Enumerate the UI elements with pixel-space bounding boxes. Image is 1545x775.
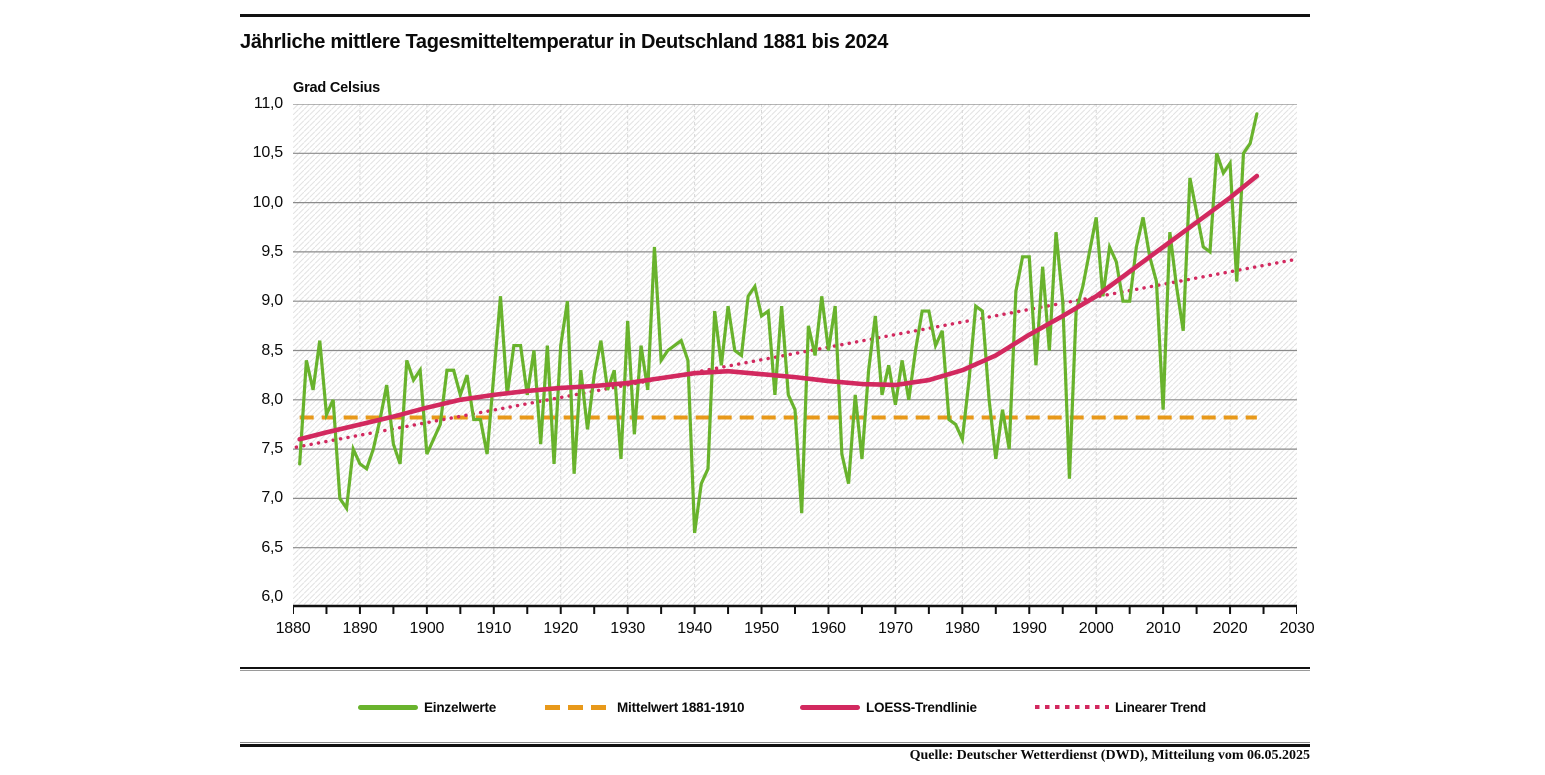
- x-tick-label-2030: 2030: [1279, 620, 1315, 637]
- x-tick-label-1950: 1950: [744, 620, 779, 637]
- top-rule: [240, 14, 1310, 17]
- y-axis-title: Grad Celsius: [293, 80, 381, 96]
- orange-dashed-swatch-icon: [545, 704, 611, 710]
- bottom-rule-shadow: [240, 742, 1310, 743]
- x-tick-label-1960: 1960: [811, 620, 846, 637]
- legend-item-mittelwert: Mittelwert 1881-1910: [545, 698, 745, 716]
- x-tick-label-1880: 1880: [275, 620, 311, 637]
- x-tick-label-1980: 1980: [944, 620, 980, 637]
- pink-line-swatch-icon: [800, 704, 860, 710]
- x-tick-label-1990: 1990: [1011, 620, 1047, 637]
- green-line-swatch-icon: [358, 704, 418, 710]
- bottom-rule: [240, 744, 1310, 747]
- y-tick-label-11,0: 11,0: [253, 95, 283, 112]
- chart-canvas: [293, 104, 1297, 614]
- loess-trend-line: [297, 173, 1260, 442]
- hatch-background: [293, 104, 1297, 605]
- y-tick-label-10,0: 10,0: [252, 193, 284, 211]
- y-tick-label-6,5: 6,5: [261, 538, 283, 556]
- plot-area: 6,0 6,5 7,0 7,5 8,0 8,5 9,0 9,5 10,0 10,5 11,0 188…: [253, 95, 1315, 637]
- y-tick-label-10,5: 10,5: [252, 144, 284, 162]
- x-tick-label-1940: 1940: [677, 620, 712, 637]
- y-tick-label-7,0: 7,0: [261, 489, 283, 507]
- x-tick-label-2010: 2010: [1145, 620, 1181, 637]
- x-tick-label-1930: 1930: [610, 620, 646, 637]
- legend-item-einzelwerte: Einzelwerte: [358, 698, 496, 716]
- x-tick-label-1970: 1970: [877, 620, 913, 637]
- x-tick-label-1890: 1890: [342, 620, 378, 637]
- y-tick-label-6,0: 6,0: [261, 588, 283, 605]
- x-tick-label-2020: 2020: [1212, 620, 1248, 637]
- legend-label: Einzelwerte: [424, 699, 497, 715]
- source-credit: Quelle: Deutscher Wetterdienst (DWD), Mi…: [909, 748, 1310, 763]
- einzelwerte-line: [298, 112, 1259, 534]
- page-title: Jährliche mittlere Tagesmitteltemperatur…: [240, 31, 889, 53]
- y-tick-label-8,5: 8,5: [261, 341, 283, 359]
- x-tick-label-1920: 1920: [543, 620, 579, 637]
- legend-item-loess: LOESS-Trendlinie: [800, 698, 977, 716]
- pink-dotted-swatch-icon: [1035, 704, 1109, 710]
- x-tick-label-2000: 2000: [1078, 620, 1114, 637]
- legend-label: LOESS-Trendlinie: [866, 699, 977, 715]
- legend-label: Linearer Trend: [1115, 699, 1206, 715]
- legend-label: Mittelwert 1881-1910: [617, 699, 745, 715]
- legend-divider-rule: [240, 667, 1310, 669]
- y-tick-label-7,5: 7,5: [261, 440, 283, 458]
- y-tick-label-9,5: 9,5: [261, 242, 283, 260]
- x-tick-label-1910: 1910: [476, 620, 512, 637]
- legend-item-linear-trend: Linearer Trend: [1035, 698, 1206, 716]
- x-tick-label-1900: 1900: [409, 620, 445, 637]
- y-tick-label-8,0: 8,0: [261, 390, 283, 408]
- legend-divider-shadow: [240, 670, 1310, 671]
- y-tick-label-9,0: 9,0: [261, 292, 283, 310]
